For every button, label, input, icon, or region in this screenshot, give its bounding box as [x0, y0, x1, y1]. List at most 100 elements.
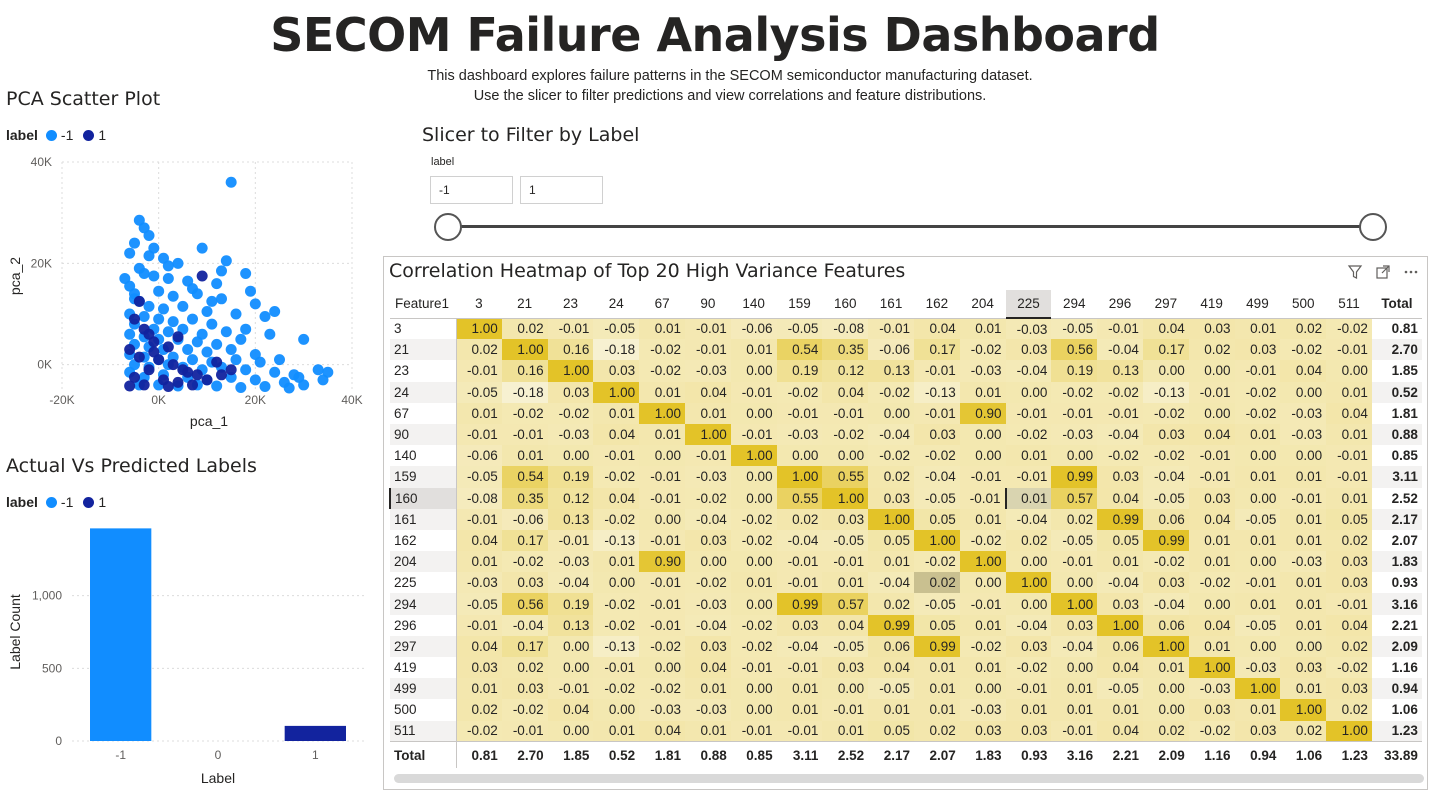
heatmap-cell[interactable]: -0.01 [776, 402, 823, 424]
scatter-point[interactable] [196, 270, 208, 282]
heatmap-cell[interactable]: 0.00 [639, 445, 685, 467]
heatmap-cell[interactable]: -0.02 [1051, 381, 1098, 403]
heatmap-cell[interactable]: 0.00 [547, 657, 594, 679]
heatmap-cell[interactable]: 0.01 [959, 318, 1006, 340]
heatmap-cell[interactable]: 0.01 [1280, 593, 1327, 615]
heatmap-cell[interactable]: -0.06 [730, 318, 777, 340]
heatmap-cell[interactable]: -0.01 [501, 720, 548, 742]
heatmap-cell[interactable]: -0.04 [1142, 466, 1189, 488]
heatmap-cell[interactable]: -0.01 [639, 593, 685, 615]
heatmap-cell[interactable]: 0.04 [456, 635, 502, 657]
heatmap-cell[interactable]: -0.02 [1097, 381, 1143, 403]
scatter-point[interactable] [254, 356, 266, 368]
heatmap-col-header-419[interactable]: 419 [1200, 296, 1223, 312]
heatmap-row-90[interactable]: 90 -0.01 -0.01 -0.03 0.04 0.01 1.00 -0.01 -0.03-… [390, 423, 1422, 446]
scatter-point[interactable] [148, 242, 160, 254]
heatmap-cell[interactable]: 0.01 [868, 551, 914, 573]
heatmap-cell[interactable]: 0.05 [868, 529, 914, 552]
scatter-point[interactable] [172, 257, 184, 269]
heatmap-cell[interactable]: -0.01 [639, 614, 685, 636]
scatter-point[interactable] [133, 295, 145, 307]
heatmap-cell[interactable]: 0.02 [1188, 339, 1235, 361]
heatmap-cell[interactable]: -0.05 [1234, 614, 1281, 636]
heatmap-cell[interactable]: 0.00 [593, 699, 640, 721]
heatmap-cell[interactable]: -0.02 [868, 381, 914, 403]
heatmap-cell[interactable]: -0.04 [1005, 360, 1052, 382]
heatmap-cell[interactable]: 1.00 [822, 487, 869, 509]
scatter-point[interactable] [153, 313, 165, 325]
heatmap-cell[interactable]: 0.03 [822, 508, 869, 530]
scatter-point[interactable] [201, 346, 213, 358]
heatmap-cell[interactable]: 0.05 [868, 720, 914, 742]
heatmap-cell[interactable]: 0.00 [1005, 381, 1052, 403]
heatmap-cell[interactable]: 1.00 [639, 402, 685, 424]
scatter-point[interactable] [216, 293, 227, 305]
heatmap-matrix[interactable]: Feature1 3 21 23 24 67 90 140 159 160 161 162 204 225… [389, 290, 1422, 768]
scatter-point[interactable] [187, 354, 198, 366]
heatmap-cell[interactable]: -0.01 [730, 381, 777, 403]
heatmap-col-header-23[interactable]: 23 [562, 296, 578, 312]
heatmap-cell[interactable]: 0.04 [1188, 423, 1235, 446]
heatmap-col-header-294[interactable]: 294 [1062, 296, 1086, 312]
heatmap-cell[interactable]: 0.00 [730, 593, 777, 615]
heatmap-cell[interactable]: -0.01 [913, 360, 960, 382]
scatter-point[interactable] [240, 267, 252, 279]
scatter-point[interactable] [196, 242, 208, 254]
heatmap-cell[interactable]: 0.00 [1051, 572, 1098, 594]
heatmap-cell[interactable]: 0.00 [1234, 551, 1281, 573]
heatmap-cell[interactable]: 0.02 [1051, 508, 1098, 530]
heatmap-cell[interactable]: 0.01 [639, 381, 685, 403]
heatmap-cell[interactable]: 0.54 [776, 339, 823, 361]
scatter-point[interactable] [225, 176, 237, 188]
heatmap-cell[interactable]: 0.00 [730, 466, 777, 488]
scatter-point[interactable] [153, 285, 165, 297]
heatmap-cell[interactable]: 0.01 [1326, 381, 1372, 403]
heatmap-cell[interactable]: 0.06 [1097, 635, 1143, 657]
heatmap-cell[interactable]: 0.17 [913, 339, 960, 361]
scatter-point[interactable] [124, 380, 136, 392]
heatmap-cell[interactable]: 0.06 [1142, 614, 1189, 636]
heatmap-col-header-225[interactable]: 225 [1005, 290, 1052, 319]
heatmap-cell[interactable]: 0.56 [1051, 339, 1098, 361]
heatmap-col-header-511[interactable]: 511 [1338, 296, 1360, 312]
heatmap-cell[interactable]: 0.01 [1051, 678, 1098, 700]
heatmap-cell[interactable]: 0.00 [639, 508, 685, 530]
heatmap-cell[interactable]: 1.00 [1142, 635, 1189, 657]
more-options-icon[interactable] [1403, 264, 1419, 280]
heatmap-row-header[interactable]: 160 [389, 487, 457, 509]
heatmap-cell[interactable]: -0.01 [639, 487, 685, 509]
heatmap-cell[interactable]: 0.00 [1280, 381, 1327, 403]
slicer-min-input[interactable]: -1 [430, 176, 513, 204]
scatter-point[interactable] [298, 333, 310, 345]
heatmap-cell[interactable]: -0.02 [913, 445, 960, 467]
heatmap-row-header[interactable]: 159 [390, 466, 457, 488]
heatmap-cell[interactable]: -0.02 [730, 635, 777, 657]
heatmap-cell[interactable]: -0.02 [1326, 318, 1372, 340]
heatmap-cell[interactable]: 0.99 [868, 614, 914, 636]
heatmap-cell[interactable]: 0.00 [730, 699, 777, 721]
scatter-point[interactable] [119, 273, 131, 285]
heatmap-cell[interactable]: 0.99 [913, 635, 960, 657]
heatmap-cell[interactable]: 0.01 [1326, 423, 1372, 446]
heatmap-cell[interactable]: 0.02 [868, 593, 914, 615]
scatter-point[interactable] [162, 273, 174, 285]
heatmap-cell[interactable]: 0.00 [959, 678, 1006, 700]
heatmap-row-67[interactable]: 67 0.01 -0.02 -0.02 0.01 1.00 0.01 0.00 -0.01 -0.… [390, 402, 1422, 424]
heatmap-cell[interactable]: -0.06 [501, 508, 548, 530]
scatter-point[interactable] [216, 265, 227, 277]
heatmap-cell[interactable]: -0.02 [547, 402, 594, 424]
heatmap-cell[interactable]: 0.13 [547, 614, 594, 636]
heatmap-cell[interactable]: -0.01 [868, 318, 914, 340]
scatter-point[interactable] [167, 290, 179, 302]
scatter-point[interactable] [249, 374, 261, 386]
scatter-point[interactable] [133, 351, 145, 363]
heatmap-cell[interactable]: -0.06 [456, 445, 502, 467]
heatmap-cell[interactable]: -0.03 [684, 466, 731, 488]
heatmap-cell[interactable]: 0.01 [959, 381, 1006, 403]
heatmap-cell[interactable]: 0.01 [1280, 614, 1327, 636]
heatmap-cell[interactable]: -0.01 [1188, 466, 1235, 488]
heatmap-cell[interactable]: -0.02 [730, 529, 777, 552]
heatmap-cell[interactable]: -0.01 [547, 678, 594, 700]
heatmap-row-419[interactable]: 419 0.03 0.02 0.00 -0.01 0.00 0.04 -0.01 -0.01 0.… [390, 657, 1422, 679]
heatmap-cell[interactable]: 0.01 [1097, 699, 1143, 721]
